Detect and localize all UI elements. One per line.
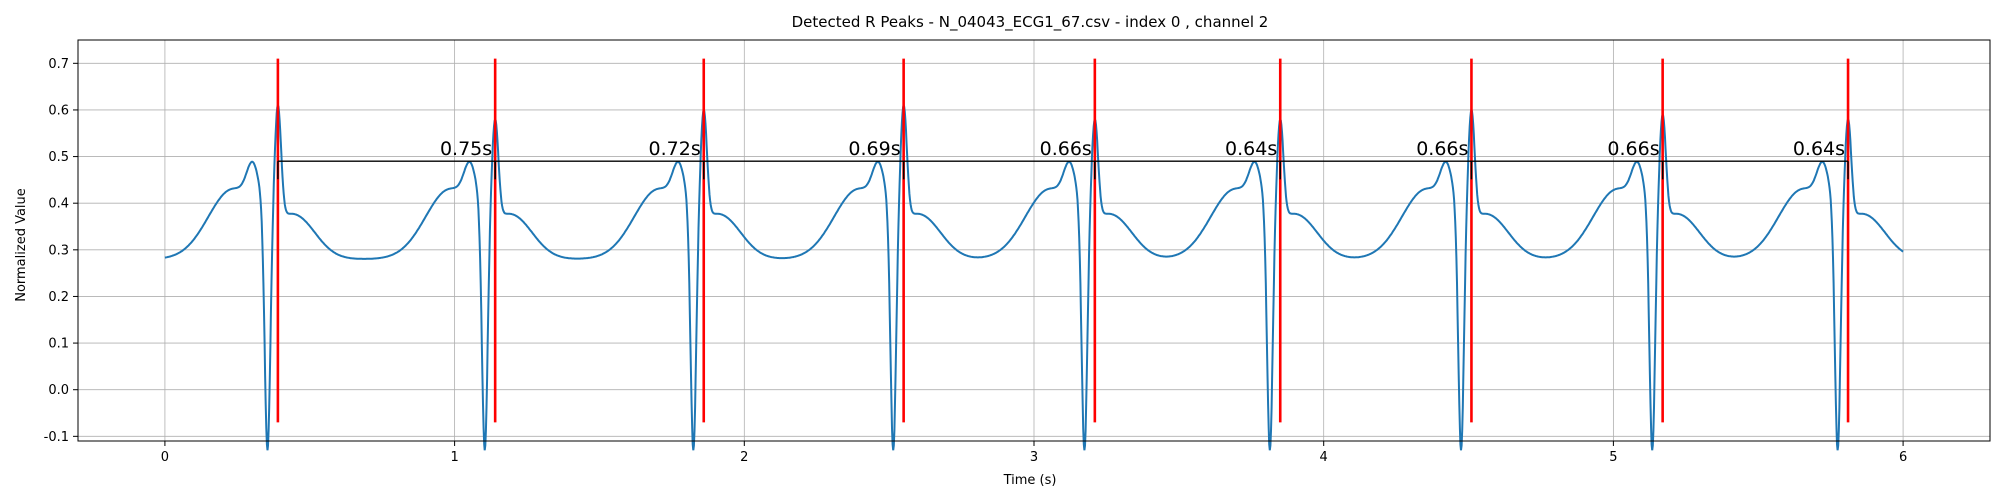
rr-interval-label: 0.64s xyxy=(1225,138,1277,160)
x-tick-label: 1 xyxy=(450,450,458,465)
y-axis: -0.1 0.0 0.1 0.2 0.3 0.4 0.5 0.6 0.7 xyxy=(44,57,78,445)
y-tick-label: -0.1 xyxy=(44,430,69,445)
y-tick-label: 0.6 xyxy=(48,103,69,118)
rr-interval-label: 0.66s xyxy=(1040,138,1092,160)
rr-interval-label: 0.75s xyxy=(440,138,492,160)
rr-interval-label: 0.64s xyxy=(1793,138,1845,160)
y-tick-label: 0.5 xyxy=(48,150,69,165)
rr-interval-annotations: 0.75s 0.72s 0.69s 0.66s 0.64s 0.66s 0.66s 0.64s xyxy=(277,138,1849,180)
y-tick-label: 0.1 xyxy=(48,337,69,352)
x-tick-label: 6 xyxy=(1899,450,1907,465)
x-axis: 0 1 2 3 4 5 6 xyxy=(161,441,1907,465)
r-peak-markers xyxy=(276,58,1850,423)
x-tick-label: 4 xyxy=(1320,450,1328,465)
rr-interval-label: 0.66s xyxy=(1607,138,1659,160)
y-tick-label: 0.7 xyxy=(48,57,69,72)
x-tick-label: 2 xyxy=(740,450,748,465)
y-tick-label: 0.4 xyxy=(48,197,69,212)
y-tick-label: 0.3 xyxy=(48,243,69,258)
y-tick-label: 0.2 xyxy=(48,290,69,305)
x-tick-label: 0 xyxy=(161,450,169,465)
rr-interval-label: 0.72s xyxy=(649,138,701,160)
y-tick-label: 0.0 xyxy=(48,383,69,398)
chart-title: Detected R Peaks - N_04043_ECG1_67.csv -… xyxy=(792,13,1269,32)
y-axis-label: Normalized Value xyxy=(14,188,29,302)
x-axis-label: Time (s) xyxy=(1003,473,1057,488)
x-tick-label: 3 xyxy=(1030,450,1038,465)
rr-interval-label: 0.69s xyxy=(848,138,900,160)
ecg-signal-line xyxy=(164,101,1904,451)
x-tick-label: 5 xyxy=(1609,450,1617,465)
grid xyxy=(78,40,1990,441)
signal-layer xyxy=(164,101,1904,451)
rr-interval-label: 0.66s xyxy=(1416,138,1468,160)
